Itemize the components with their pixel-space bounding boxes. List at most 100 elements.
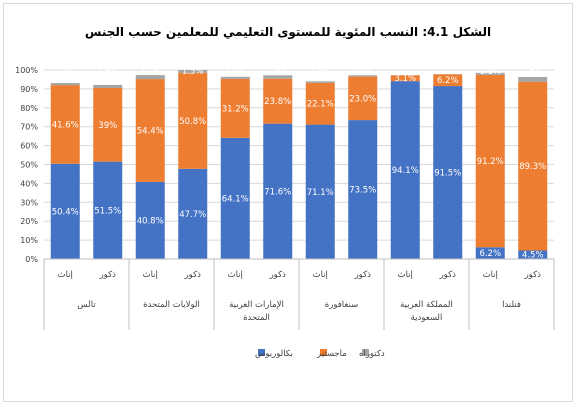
data-label: 39%: [98, 121, 117, 131]
bar-label: ذكور: [524, 270, 542, 280]
data-label: 3.1%: [394, 74, 416, 84]
group-label: المتحدة: [243, 313, 270, 323]
bar-label: إناث: [313, 270, 328, 280]
legend-label: ماجستير: [316, 349, 347, 359]
data-label: 1.6%: [97, 67, 119, 77]
bar-segment: [178, 168, 208, 259]
bar-label: إناث: [228, 270, 243, 280]
data-label: 89.3%: [519, 162, 546, 172]
y-tick-label: 60%: [20, 142, 38, 151]
bar-segment: [390, 75, 420, 82]
bar-segment: [135, 79, 165, 182]
bar-segment: [50, 83, 80, 86]
data-label: 50.8%: [179, 117, 206, 127]
data-label: 2.1%: [139, 67, 161, 77]
data-label: 1.1%: [479, 67, 501, 77]
bar-segment: [135, 181, 165, 259]
group-label: المملكة العربية: [400, 300, 453, 310]
bar-segment: [50, 85, 80, 164]
bar-segment: [263, 78, 293, 124]
bar-label: ذكور: [184, 270, 202, 280]
y-tick-label: 30%: [20, 198, 38, 207]
bar-segment: [390, 81, 420, 259]
data-label: 31.2%: [222, 104, 249, 114]
bar-label: إناث: [143, 270, 158, 280]
data-label: 40.8%: [137, 216, 164, 226]
data-label: 1.8%: [267, 67, 289, 77]
data-label: 0.7%: [352, 67, 374, 77]
x-axis: إناث ذكور تالس إناث ذكور الولايات المتحدة إناث…: [43, 258, 555, 330]
bar-segment: [220, 76, 250, 79]
y-tick-label: 0%: [25, 255, 38, 264]
legend-swatch: [362, 349, 369, 356]
bar-segment: [178, 72, 208, 169]
data-label: 0.8%: [309, 67, 331, 77]
y-tick-label: 100%: [15, 66, 38, 75]
bar-segment: [518, 76, 548, 82]
legend-swatch: [258, 349, 265, 356]
data-label: 91.5%: [434, 169, 461, 179]
bar-label: إناث: [398, 270, 413, 280]
bar-segment: [220, 137, 250, 259]
bar-segment: [305, 124, 335, 259]
group-label: الإمارات العربية: [229, 300, 284, 310]
bar-segment: [348, 75, 378, 77]
y-tick-label: 20%: [20, 217, 38, 226]
bar-segment: [475, 72, 505, 75]
chart-frame: [3, 3, 573, 402]
bar-segment: [348, 76, 378, 121]
data-label: 0.1%: [437, 61, 459, 71]
data-label: 4.5%: [522, 251, 544, 261]
bar-segment: [475, 74, 505, 248]
group-label: فنلندا: [502, 300, 521, 310]
bar-label: ذكور: [354, 270, 372, 280]
data-label: 50.4%: [52, 207, 79, 217]
bar-label: ذكور: [439, 270, 457, 280]
data-label: 1.1%: [54, 67, 76, 77]
chart-title: الشكل 4.1: النسب المئوية للمستوى التعليم…: [85, 25, 491, 40]
data-label: 51.5%: [94, 206, 121, 216]
bar-segment: [93, 84, 123, 88]
data-label: 71.6%: [264, 187, 291, 197]
data-label: 94.1%: [392, 166, 419, 176]
group-label: سنغافورة: [325, 300, 358, 310]
y-tick-label: 50%: [20, 161, 38, 170]
y-tick-label: 40%: [20, 179, 38, 188]
bar-segment: [475, 247, 505, 259]
bar-segment: [220, 78, 250, 138]
legend-swatch: [320, 349, 327, 356]
data-labels: 50.4% 41.6% 1.1% 51.5% 39% 1.6% 40.8% 54.4% 2.1%…: [52, 61, 547, 261]
data-label: 2.5%: [522, 67, 544, 77]
data-label: 1.5%: [182, 67, 204, 77]
bar-segment: [50, 163, 80, 259]
bar-segment: [135, 75, 165, 80]
group-label: تالس: [77, 300, 96, 310]
data-label: 91.2%: [477, 157, 504, 167]
bar-segment: [178, 70, 208, 73]
bar-segment: [93, 161, 123, 259]
data-label: 0.1%: [394, 61, 416, 71]
legend-label: بكالوريوس: [255, 349, 293, 359]
data-label: 22.1%: [307, 100, 334, 110]
bar-segment: [518, 81, 548, 251]
data-label: 23.8%: [264, 97, 291, 107]
bar-segment: [518, 250, 548, 259]
y-tick-label: 90%: [20, 85, 38, 94]
y-tick-label: 10%: [20, 236, 38, 245]
bars: [50, 70, 548, 260]
data-label: 71.1%: [307, 188, 334, 198]
bar-segment: [433, 86, 463, 259]
data-label: 64.1%: [222, 194, 249, 204]
group-label: السعودية: [411, 313, 443, 323]
legend-label: دكتوراه: [359, 349, 385, 359]
data-label: 23.0%: [349, 94, 376, 104]
data-label: 73.5%: [349, 186, 376, 196]
y-tick-label: 70%: [20, 123, 38, 132]
bar-segment: [263, 123, 293, 260]
data-label: 47.7%: [179, 210, 206, 220]
bar-label: ذكور: [99, 270, 117, 280]
y-tick-label: 80%: [20, 104, 38, 113]
bar-label: إناث: [483, 270, 498, 280]
bar-label: ذكور: [269, 270, 287, 280]
